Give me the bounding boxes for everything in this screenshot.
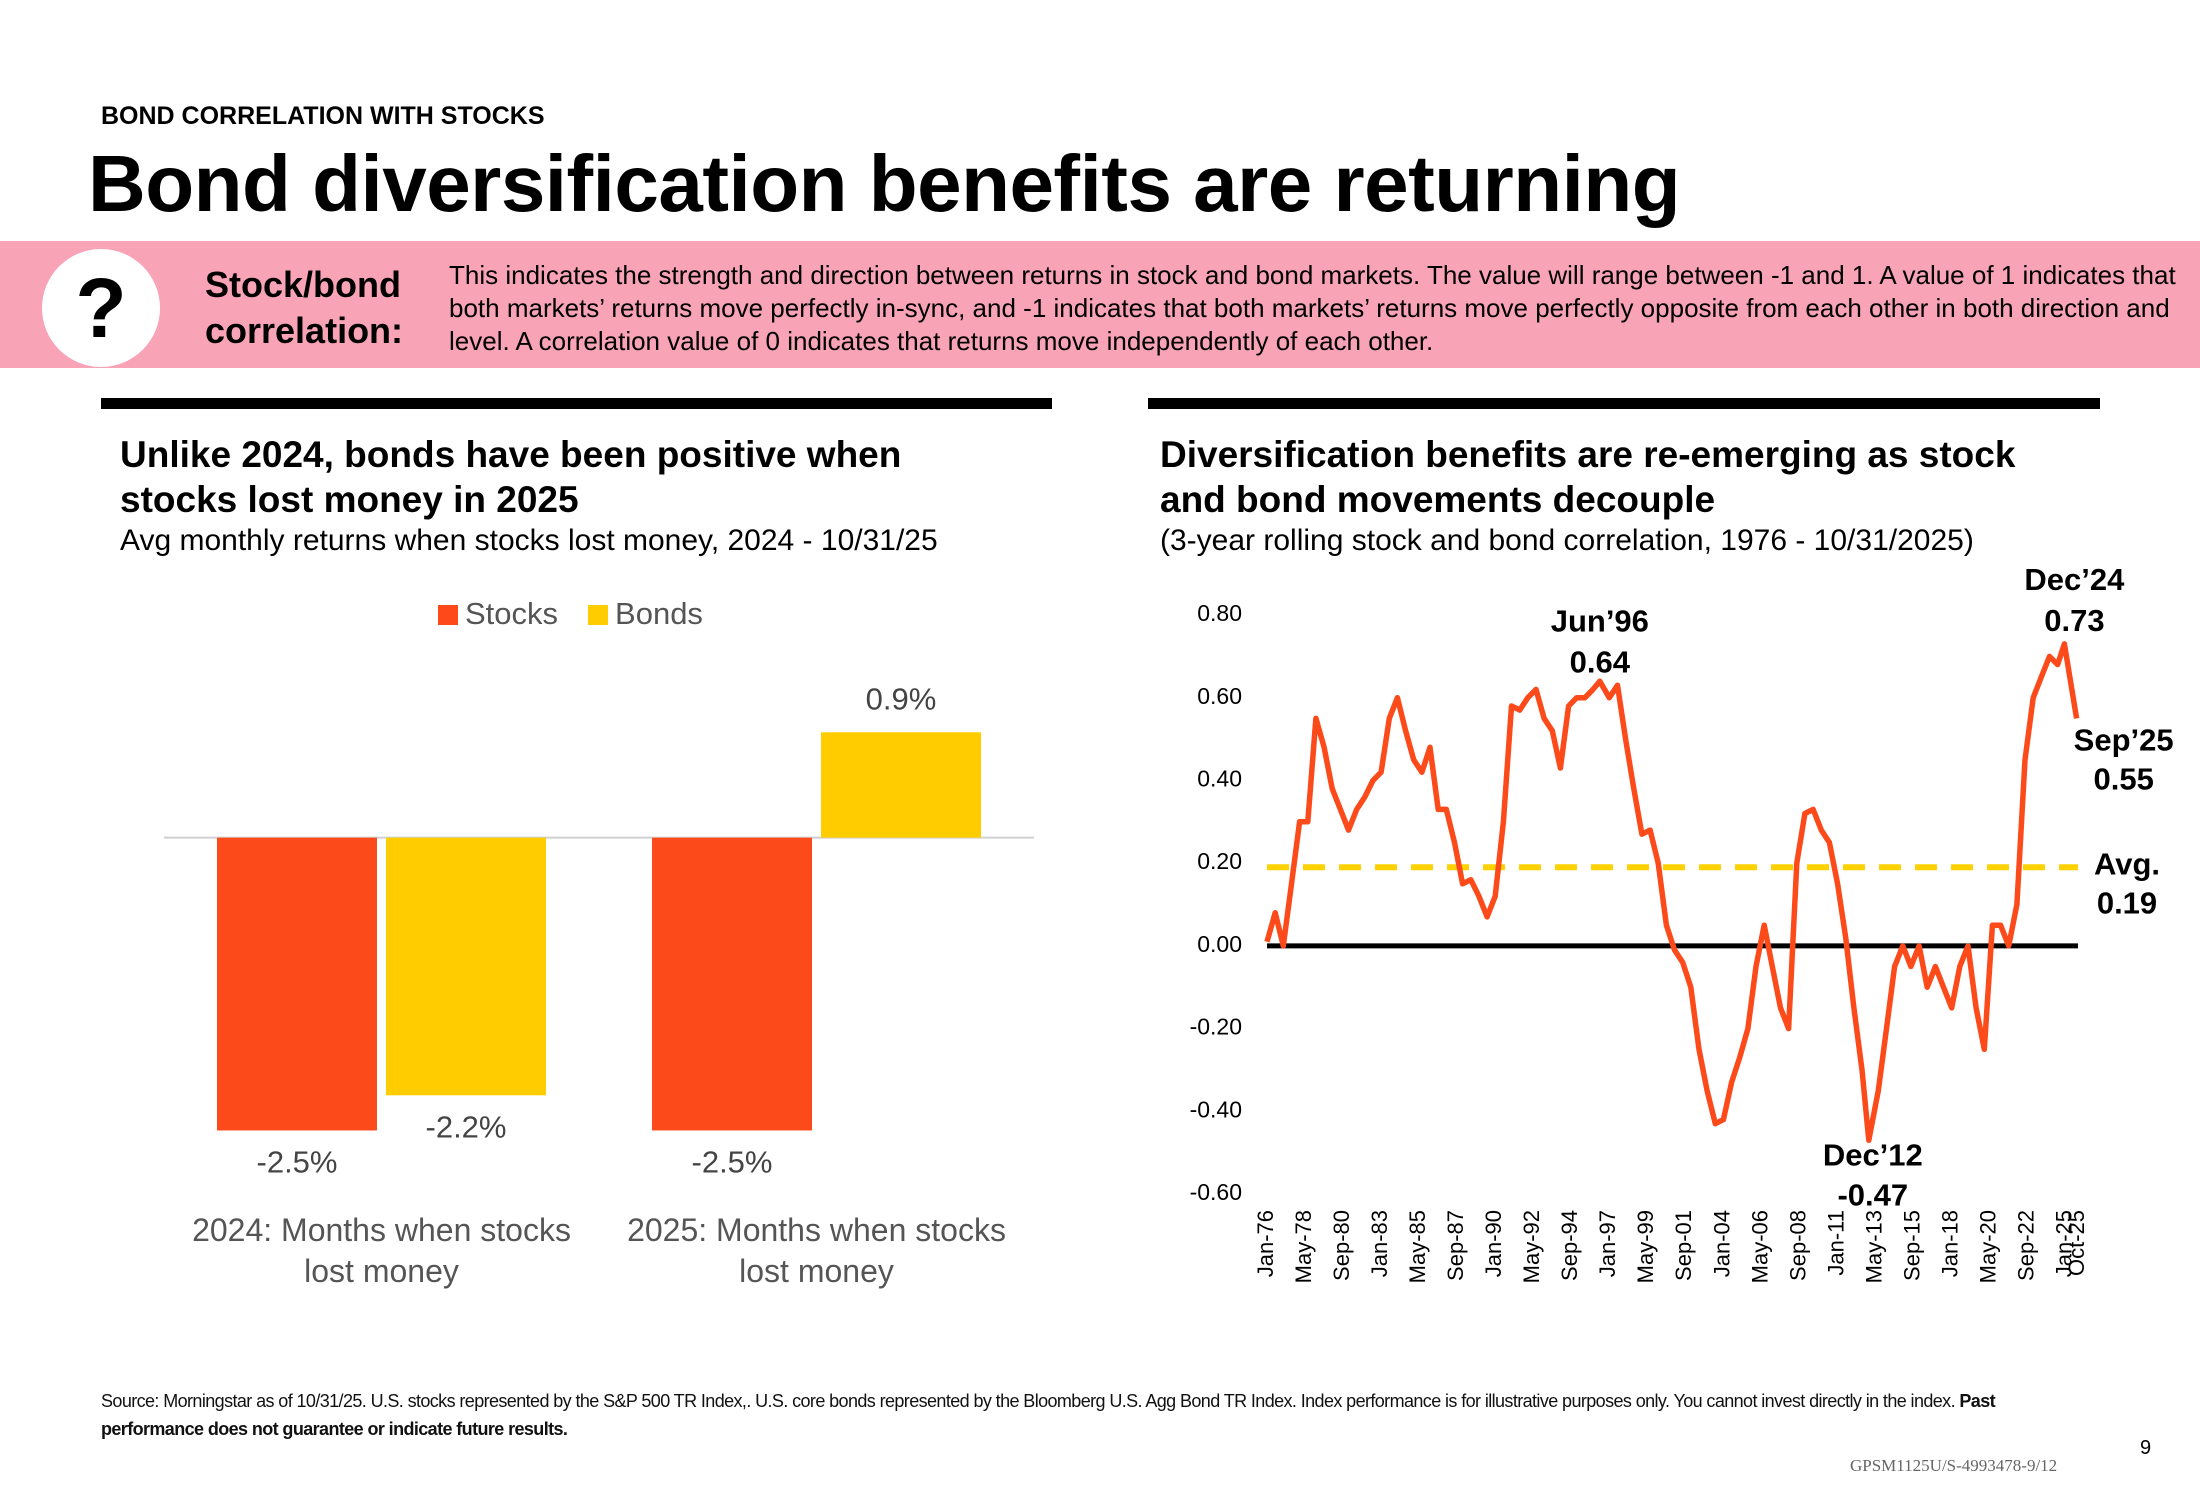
annotation-label: Dec’12 <box>1823 1137 1923 1172</box>
bar <box>821 732 981 838</box>
x-tick-label: May-13 <box>1861 1210 1886 1283</box>
chart-title: Unlike 2024, bonds have been positive wh… <box>120 434 902 520</box>
x-tick-label: Jan-97 <box>1595 1210 1620 1277</box>
callout-band <box>0 241 2200 368</box>
x-tick-label: Jan-76 <box>1253 1210 1278 1277</box>
x-tick-label: Sep-15 <box>1899 1210 1924 1281</box>
legend-swatch <box>588 605 609 625</box>
doc-code: GPSM1125U/S-4993478-9/12 <box>1850 1456 2058 1475</box>
chart-subtitle: (3-year rolling stock and bond correlati… <box>1160 524 1974 557</box>
x-tick-label: Jan-25 <box>2052 1210 2077 1277</box>
legend-swatch <box>438 605 458 625</box>
x-tick-label: Sep-22 <box>2014 1210 2039 1281</box>
y-tick-label: 0.00 <box>1197 931 1242 957</box>
x-tick-label: Jan-04 <box>1709 1210 1734 1277</box>
footer: Source: Morningstar as of 10/31/25. U.S.… <box>101 1387 2081 1443</box>
x-tick-label: May-06 <box>1747 1210 1772 1283</box>
x-tick-label: Sep-94 <box>1557 1210 1582 1281</box>
legend-label: Bonds <box>615 596 703 631</box>
page-title: Bond diversification benefits are return… <box>88 139 1681 228</box>
y-tick-label: 0.60 <box>1197 683 1242 709</box>
bar <box>386 837 546 1096</box>
x-tick-label: Oct-25 <box>2064 1210 2089 1276</box>
annotation-value: 0.73 <box>2044 603 2104 638</box>
question-icon: ? <box>42 249 160 367</box>
x-tick-label: Jan-90 <box>1481 1210 1506 1277</box>
value-label: -2.5% <box>692 1145 773 1180</box>
callout-text: This indicates the strength and directio… <box>449 260 2176 356</box>
x-tick-label: May-85 <box>1405 1210 1430 1283</box>
x-tick-label: May-92 <box>1519 1210 1544 1283</box>
annotation-label: Dec’24 <box>2024 562 2125 597</box>
y-tick-label: 0.20 <box>1197 848 1242 874</box>
x-tick-label: Jan-11 <box>1823 1210 1848 1276</box>
annotation-value: 0.64 <box>1570 644 1631 679</box>
value-label: -2.5% <box>257 1145 338 1180</box>
source-note: Source: Morningstar as of 10/31/25. U.S.… <box>101 1391 1956 1411</box>
average-value: 0.19 <box>2097 885 2157 920</box>
legend-label: Stocks <box>465 596 558 631</box>
chart-subtitle: Avg monthly returns when stocks lost mon… <box>120 524 938 557</box>
bar <box>652 837 812 1131</box>
x-tick-label: Sep-08 <box>1785 1210 1810 1281</box>
kicker: BOND CORRELATION WITH STOCKS <box>101 102 545 130</box>
average-label: Avg. <box>2094 846 2160 881</box>
category-label: 2024: Months when stocks lost money <box>192 1212 571 1289</box>
category-label: 2025: Months when stocks lost money <box>627 1212 1006 1289</box>
y-tick-label: -0.40 <box>1190 1096 1242 1122</box>
y-tick-label: 0.80 <box>1197 600 1242 626</box>
x-tick-label: May-20 <box>1976 1210 2001 1283</box>
section-rule <box>101 398 1052 409</box>
section-rule <box>1148 398 2100 409</box>
x-tick-label: May-78 <box>1291 1210 1316 1283</box>
x-tick-label: Sep-01 <box>1671 1210 1696 1281</box>
value-label: 0.9% <box>866 681 937 716</box>
x-tick-label: May-99 <box>1633 1210 1658 1283</box>
x-tick-label: Jan-18 <box>1937 1210 1962 1277</box>
y-tick-label: -0.60 <box>1190 1179 1242 1205</box>
y-tick-label: -0.20 <box>1190 1014 1242 1040</box>
correlation-line <box>1264 641 2080 1143</box>
chart-title: Diversification benefits are re-emerging… <box>1160 434 2016 520</box>
disclaimer: Past performance does not guarantee or i… <box>101 1391 1996 1439</box>
x-tick-label: Sep-87 <box>1443 1210 1468 1281</box>
annotation-value: 0.55 <box>2093 762 2153 797</box>
annotation-label: Jun’96 <box>1551 603 1649 638</box>
annotation-value: -0.47 <box>1837 1177 1908 1212</box>
page-number: 9 <box>2140 1437 2152 1459</box>
x-tick-label: Sep-80 <box>1329 1210 1354 1281</box>
y-tick-label: 0.40 <box>1197 766 1242 792</box>
x-tick-label: Jan-83 <box>1367 1210 1392 1277</box>
value-label: -2.2% <box>426 1109 507 1144</box>
callout-term: Stock/bond correlation: <box>205 264 404 351</box>
annotation-label: Sep’25 <box>2074 723 2174 758</box>
bar <box>217 837 377 1131</box>
